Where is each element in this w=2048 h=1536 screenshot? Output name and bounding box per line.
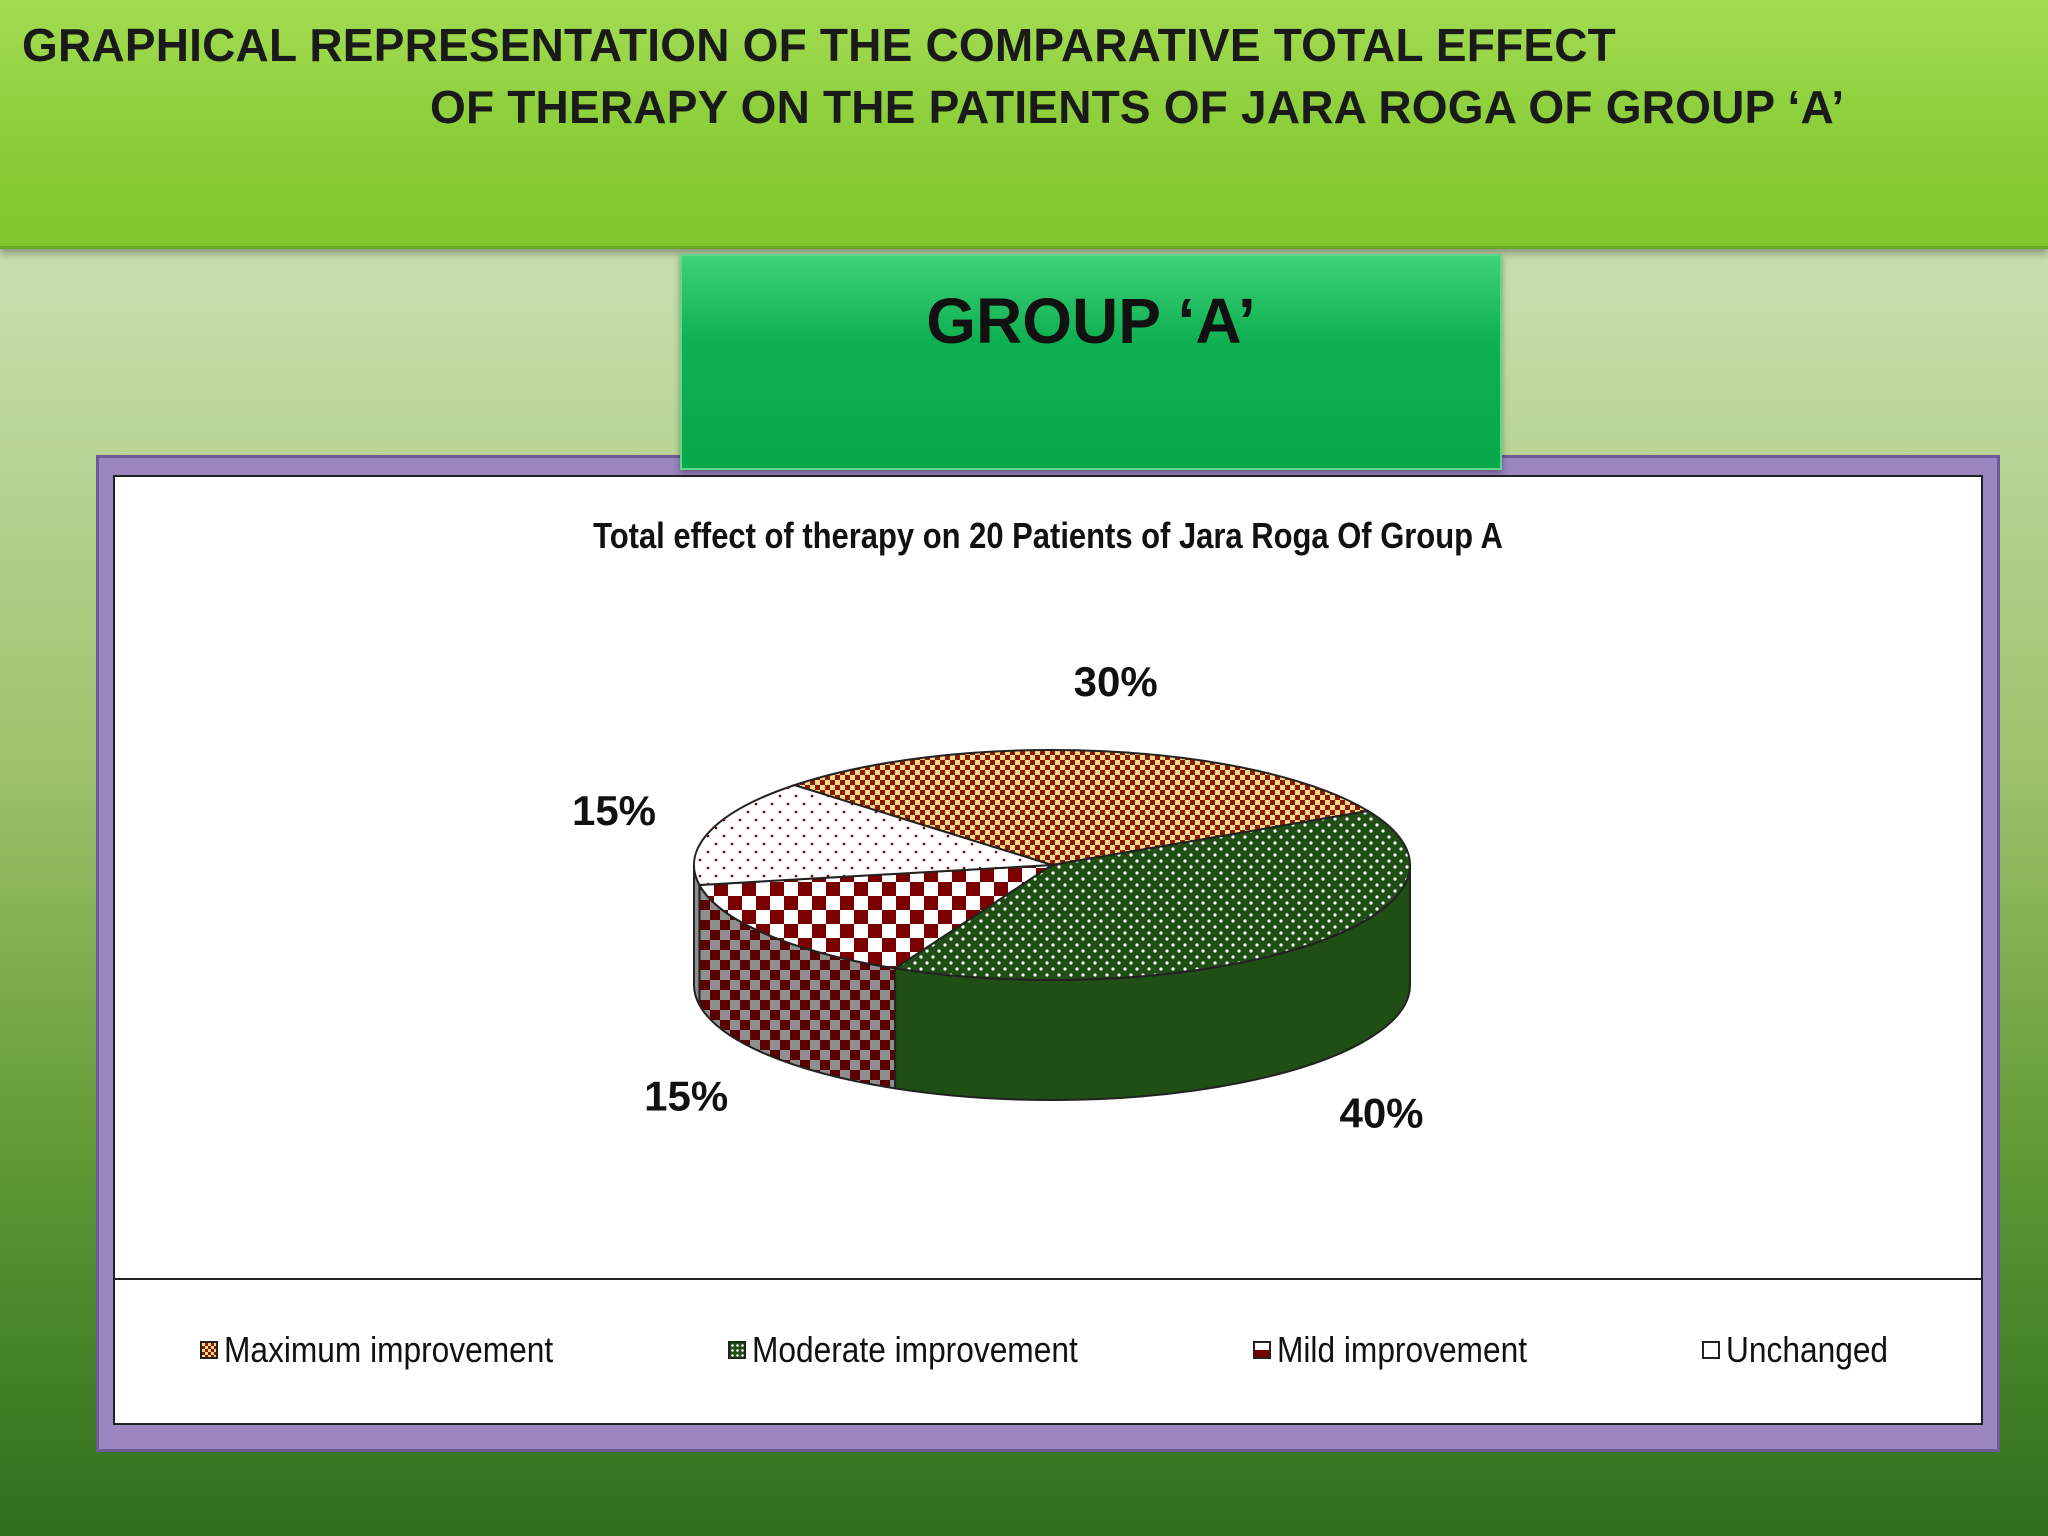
legend-label-moderate: Moderate improvement xyxy=(752,1329,1078,1370)
legend-item-mild: Mild improvement xyxy=(1253,1329,1561,1370)
legend-box xyxy=(115,1278,1981,1423)
slide-title-line-1: GRAPHICAL REPRESENTATION OF THE COMPARAT… xyxy=(22,19,1616,71)
group-badge: GROUP ‘A’ xyxy=(680,254,1502,470)
slide-title-line-2: OF THERAPY ON THE PATIENTS OF JARA ROGA … xyxy=(430,81,1845,133)
data-label-maximum: 30% xyxy=(1074,658,1158,705)
pie-slice-unchanged xyxy=(693,784,1053,887)
slide-header: GRAPHICAL REPRESENTATION OF THE COMPARAT… xyxy=(0,0,2048,249)
legend-item-unchanged: Unchanged xyxy=(1702,1329,1910,1370)
pie-slices xyxy=(693,749,1411,1101)
legend-label-unchanged: Unchanged xyxy=(1726,1329,1889,1370)
data-label-unchanged: 15% xyxy=(572,787,656,834)
legend-swatch-moderate xyxy=(728,1341,746,1359)
legend-label-maximum: Maximum improvement xyxy=(224,1329,554,1370)
pie-data-labels: 30% 40% 15% 15% xyxy=(572,658,1424,1137)
pie-slice-mild xyxy=(697,863,1056,970)
legend-label-mild: Mild improvement xyxy=(1277,1329,1528,1370)
data-label-mild: 15% xyxy=(644,1072,728,1119)
group-badge-label: GROUP ‘A’ xyxy=(926,285,1256,357)
data-label-moderate: 40% xyxy=(1339,1090,1423,1137)
pie-side-unchanged xyxy=(693,864,701,1006)
pie-slice-maximum xyxy=(791,749,1371,867)
chart-title: Total effect of therapy on 20 Patients o… xyxy=(593,517,1503,557)
legend-item-moderate: Moderate improvement xyxy=(728,1329,1122,1370)
legend-swatch-maximum xyxy=(200,1341,218,1359)
legend-item-maximum: Maximum improvement xyxy=(200,1329,598,1370)
legend-swatch-mild xyxy=(1253,1341,1271,1359)
legend-swatch-unchanged xyxy=(1702,1341,1720,1359)
pie-slice-moderate xyxy=(892,809,1411,981)
